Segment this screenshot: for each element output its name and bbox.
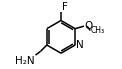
Text: N: N: [76, 40, 84, 50]
Text: CH₃: CH₃: [91, 26, 105, 35]
Text: F: F: [62, 2, 67, 12]
Text: H₂N: H₂N: [15, 56, 35, 66]
Text: O: O: [85, 21, 93, 31]
